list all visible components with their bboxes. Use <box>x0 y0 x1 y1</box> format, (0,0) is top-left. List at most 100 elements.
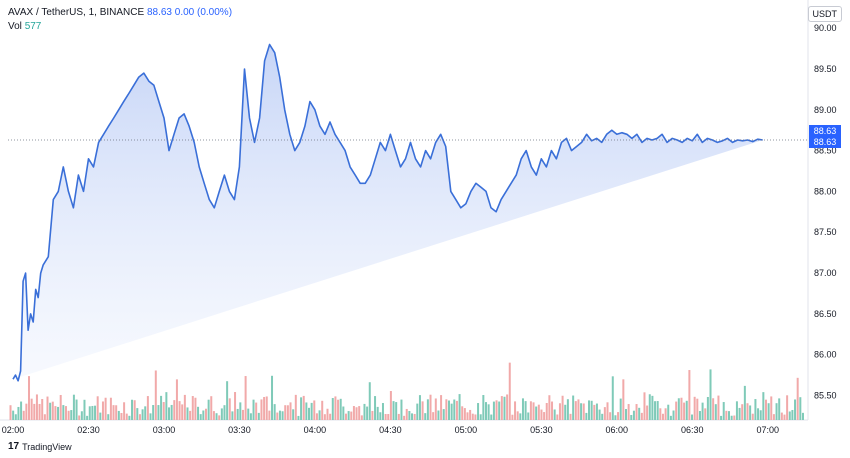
volume-bar <box>131 399 134 420</box>
volume-bar <box>191 396 194 420</box>
volume-bar <box>469 409 472 420</box>
tradingview-name: TradingView <box>22 441 72 452</box>
volume-bar <box>80 411 83 420</box>
volume-bar <box>149 413 152 420</box>
volume-bar <box>125 413 128 420</box>
volume-bar <box>183 394 186 420</box>
y-tick-label: 86.00 <box>814 350 837 360</box>
volume-bar <box>780 412 783 420</box>
change-value: 0.00 (0.00%) <box>174 7 233 18</box>
volume-bar <box>57 406 60 420</box>
volume-bar <box>265 396 268 420</box>
volume-bar <box>728 411 731 420</box>
volume-bar <box>426 399 429 420</box>
volume-bar <box>661 413 664 420</box>
volume-bar <box>532 402 535 420</box>
symbol-row: AVAX / TetherUS, 1, BINANCE 88.63 0.00 (… <box>8 6 232 20</box>
volume-bar <box>178 401 181 420</box>
volume-bar <box>619 398 622 420</box>
volume-bar <box>64 406 67 420</box>
volume-bar <box>796 377 799 420</box>
volume-bar <box>741 404 744 420</box>
volume-bar <box>725 410 728 420</box>
volume-bar <box>310 402 313 420</box>
volume-bar <box>654 401 657 420</box>
volume-bar <box>226 381 229 420</box>
volume-bar <box>749 405 752 420</box>
volume-bar <box>720 415 723 420</box>
volume-bar <box>9 405 12 420</box>
volume-bar <box>566 399 569 420</box>
volume-bar <box>204 408 207 420</box>
tradingview-brand[interactable]: 17 TradingView <box>8 441 72 452</box>
volume-bar <box>580 403 583 420</box>
volume-bar <box>342 406 345 420</box>
volume-bar <box>482 395 485 420</box>
volume-bar <box>374 396 377 420</box>
volume-bar <box>632 410 635 420</box>
y-tick-label: 89.50 <box>814 64 837 74</box>
volume-bar <box>263 396 266 420</box>
volume-bar <box>714 404 717 420</box>
volume-bar <box>603 407 606 420</box>
volume-bar <box>746 403 749 420</box>
volume-bar <box>363 403 366 420</box>
volume-bar <box>479 414 482 420</box>
x-tick-label: 07:00 <box>756 425 779 435</box>
volume-bar <box>41 398 44 420</box>
volume-bar <box>49 402 52 420</box>
volume-bar <box>672 410 675 420</box>
volume-bar <box>136 408 139 420</box>
volume-bar <box>276 412 279 420</box>
volume-bar <box>801 412 804 420</box>
volume-bar <box>764 399 767 420</box>
volume-bar <box>767 403 770 420</box>
volume-bar <box>337 399 340 420</box>
volume-bar <box>239 402 242 420</box>
volume-bar <box>62 405 65 420</box>
volume-value: 577 <box>24 21 42 32</box>
volume-bar <box>448 400 451 420</box>
volume-bar <box>302 395 305 420</box>
volume-bar <box>88 406 91 420</box>
volume-bar <box>617 412 620 420</box>
volume-bar <box>115 405 118 420</box>
volume-bar <box>43 414 46 420</box>
volume-bar <box>152 405 155 420</box>
volume-bar <box>215 413 218 420</box>
price-area <box>13 44 763 381</box>
volume-bar <box>218 415 221 420</box>
volume-bar <box>675 401 678 420</box>
volume-bar <box>384 413 387 420</box>
volume-bar <box>59 394 62 420</box>
volume-bar <box>308 407 311 420</box>
volume-bar <box>197 406 200 420</box>
volume-bar <box>577 399 580 420</box>
y-tick-label: 88.00 <box>814 186 837 196</box>
volume-bar <box>455 400 458 420</box>
volume-bar <box>168 407 171 420</box>
volume-bar <box>709 369 712 420</box>
volume-bar <box>548 395 551 420</box>
currency-button[interactable]: USDT <box>807 6 842 22</box>
volume-bar <box>717 395 720 420</box>
volume-bar <box>72 394 75 420</box>
volume-bar <box>170 404 173 420</box>
volume-bar <box>165 392 168 420</box>
volume-bar <box>35 394 38 420</box>
x-tick-label: 05:30 <box>530 425 553 435</box>
volume-bar <box>572 395 575 420</box>
volume-bar <box>514 401 517 420</box>
volume-bar <box>722 402 725 420</box>
volume-bar <box>450 403 453 420</box>
volume-bar <box>249 413 252 420</box>
volume-bar <box>659 408 662 420</box>
volume-bar <box>516 411 519 420</box>
volume-bar <box>329 413 332 420</box>
volume-bar <box>339 398 342 420</box>
volume-bar <box>273 404 276 420</box>
volume-bar <box>54 406 57 420</box>
volume-bar <box>466 412 469 420</box>
volume-bar <box>418 395 421 420</box>
